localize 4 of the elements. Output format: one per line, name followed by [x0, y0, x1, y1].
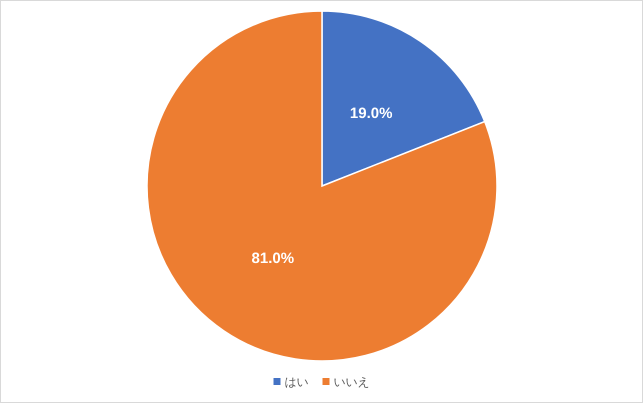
data-label: 19.0%: [350, 105, 392, 122]
data-label: 81.0%: [252, 250, 294, 267]
legend-label: いいえ: [334, 375, 370, 389]
legend-label: はい: [284, 375, 308, 389]
